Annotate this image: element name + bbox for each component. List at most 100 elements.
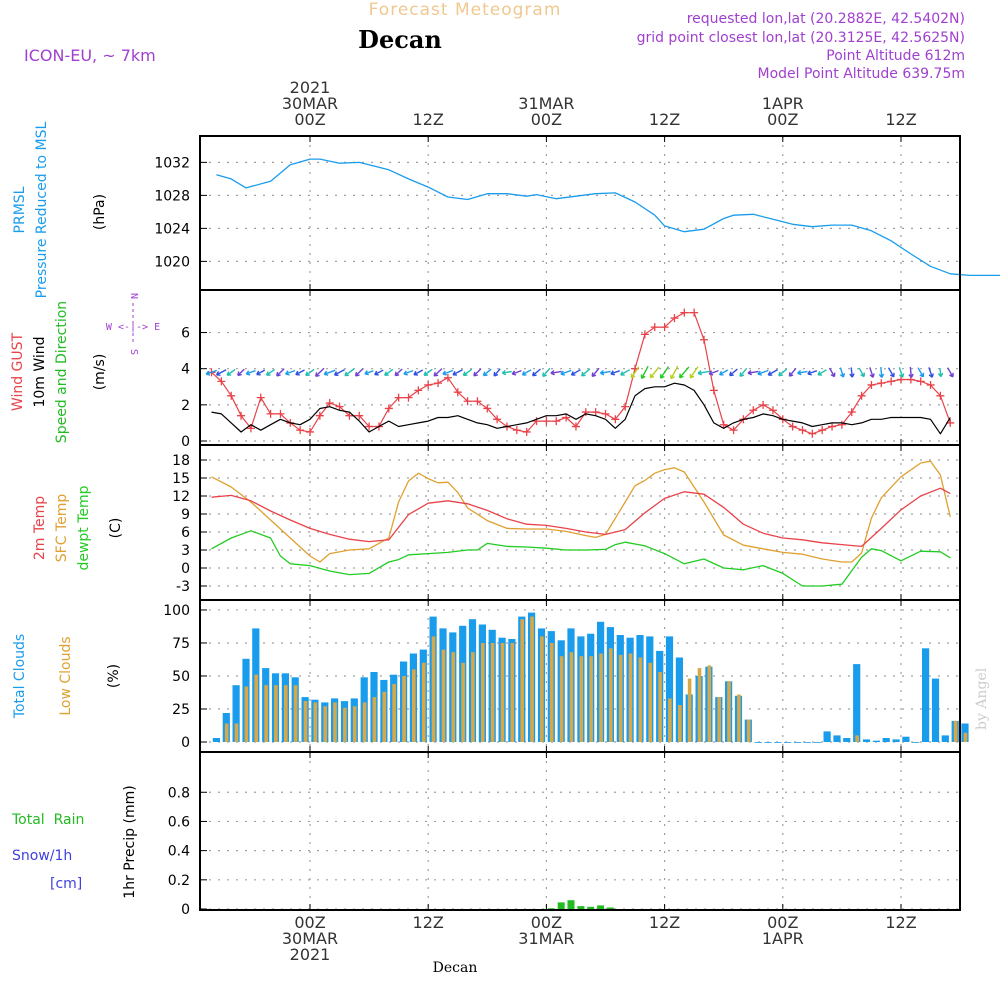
wind-direction-arrow [285,369,296,376]
time-bottom-label-2-1: 31MAR [518,929,574,948]
time-bottom-label-5-0: 12Z [885,913,916,932]
gust-marker [877,379,886,388]
clouds-ytick-label-2: 50 [172,669,190,685]
wind-direction-arrow [364,370,374,376]
low-cloud-bar [658,672,662,742]
total-cloud-bar [764,742,772,743]
gust-marker [798,426,807,435]
temp-title-dewpt: dewpt Temp [76,485,92,570]
time-bottom-label-2-0: 00Z [531,913,562,932]
total-cloud-bar [853,664,861,742]
temp-ytick-label-0: -3 [176,579,190,595]
wind-direction-arrow [482,368,492,377]
total-cloud-bar [941,735,949,742]
wind-direction-arrow [679,366,690,379]
pressure-title-msl: Pressure Reduced to MSL [34,121,50,298]
gust-marker [818,426,827,435]
time-top-label-4-1: 1APR [762,94,804,113]
wind-direction-arrow [757,369,769,376]
low-cloud-bar [540,636,544,742]
wind-direction-arrow [493,368,501,377]
total-cloud-bar [794,742,802,743]
wind-panel-frame [199,289,961,446]
wind-direction-arrow [670,365,679,380]
gust-marker [640,330,649,339]
requested-coords: requested lon,lat (20.2882E, 42.5402N) [687,11,965,27]
total-cloud-bar [922,648,930,742]
time-top-label-3-2: 12Z [649,110,680,129]
wind-speed-line [211,382,951,435]
t2m-line [211,487,951,548]
wind-direction-arrow [908,366,914,379]
time-top-label-2-2: 00Z [531,110,562,129]
low-cloud-bar [333,702,337,742]
low-cloud-bar [648,662,652,742]
gust-marker [473,397,482,406]
precip-ytick-label-2: 0.4 [168,844,190,860]
gust-marker [768,406,777,415]
wind-direction-arrow [869,367,875,378]
gust-marker [709,386,718,395]
precip-ytick-label-4: 0.8 [168,785,190,801]
wind-direction-arrow [630,366,640,379]
low-cloud-bar [953,720,958,742]
pressure-unit: (hPa) [92,194,108,230]
low-cloud-bar [254,674,258,742]
gust-marker [315,411,324,420]
compass-south: S [128,349,139,355]
wind-direction-arrow [531,368,541,377]
wind-direction-arrow [215,369,227,376]
total-cloud-bar [675,657,683,742]
gust-marker [847,408,856,417]
wind-direction-arrow [767,368,778,376]
low-cloud-bar [412,669,416,742]
wind-direction-arrow [305,368,315,377]
temp-ytick-label-5: 12 [172,489,190,505]
temp-unit: (C) [108,518,124,539]
gust-marker [335,402,344,411]
total-cloud-bar [892,739,900,742]
gust-marker [867,380,876,389]
gust-marker [384,404,393,413]
rain-bar [587,906,595,909]
time-bottom-label-0-2: 2021 [290,945,331,964]
gust-marker [227,391,236,400]
wind-title-dir: Speed and Direction [54,301,70,443]
total-cloud-bar [912,742,920,743]
gust-marker [611,415,620,424]
wind-direction-arrow [295,369,305,376]
low-cloud-bar [392,683,396,742]
total-cloud-bar [843,738,851,742]
gust-marker [424,380,433,389]
wind-title-gust: Wind GUST [10,332,26,411]
wind-direction-arrow [828,367,836,378]
wind-direction-arrow [697,370,711,376]
wind-direction-arrow [403,369,414,376]
gust-marker [690,308,699,317]
rain-bar [606,907,614,909]
clouds-ytick-label-1: 25 [172,702,190,718]
low-cloud-bar [284,685,288,742]
time-top-label-4-2: 00Z [767,110,798,129]
low-cloud-bar [293,685,298,742]
gust-marker [404,393,413,402]
time-bottom-label-4-1: 1APR [762,929,804,948]
wind-direction-arrow [560,369,572,376]
gust-marker [493,415,502,424]
time-bottom-label-4-0: 00Z [767,913,798,932]
low-cloud-bar [628,653,633,742]
wind-direction-arrow [473,368,482,377]
gust-marker [256,393,265,402]
wind-direction-arrow [374,369,384,376]
total-cloud-bar [862,739,871,742]
total-cloud-bar [931,678,940,742]
wind-direction-arrow [610,370,621,376]
grid-point-coords: grid point closest lon,lat (20.3125E, 42… [637,30,965,46]
wind-ytick-label-0: 0 [181,434,190,450]
wind-direction-arrow [333,368,345,376]
low-cloud-bar [500,643,505,742]
gust-marker [857,391,866,400]
precip-ytick-label-0: 0 [181,902,190,918]
wind-ytick-label-3: 6 [181,326,190,342]
total-cloud-bar [212,738,220,742]
